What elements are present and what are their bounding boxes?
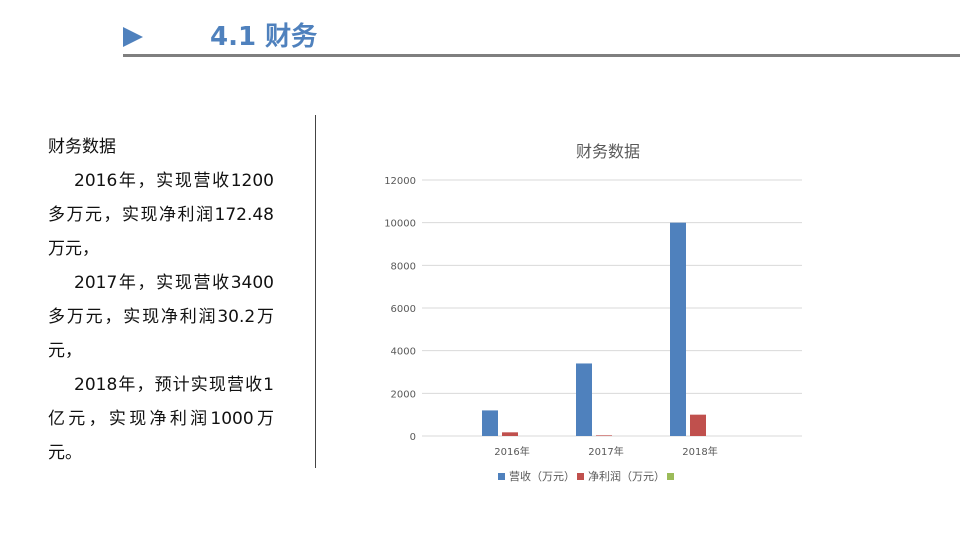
- bar: [596, 435, 612, 436]
- paragraph-2017: 2017年，实现营收3400多万元，实现净利润30.2万元，: [48, 273, 274, 361]
- slide-title: 4.1 财务: [210, 22, 318, 52]
- y-tick-label: 2000: [391, 389, 416, 400]
- vertical-divider: [315, 115, 316, 468]
- bar: [670, 222, 686, 436]
- legend-swatch: [577, 473, 584, 480]
- x-tick-label: 2017年: [588, 445, 623, 458]
- legend-swatch: [498, 473, 505, 480]
- legend-label: 净利润（万元）: [588, 469, 665, 483]
- content-heading: 财务数据: [48, 137, 116, 157]
- chart-svg: 财务数据 0 2000 4000 6000 8000 10000 12000 2016年 2017…: [384, 142, 802, 483]
- bar: [502, 432, 518, 436]
- bar: [576, 363, 592, 436]
- y-tick-label: 0: [410, 432, 416, 443]
- x-tick-label: 2016年: [494, 445, 529, 458]
- text-content: 财务数据 2016年，实现营收1200多万元，实现净利润172.48万元， 20…: [48, 130, 274, 470]
- y-tick-label: 6000: [391, 304, 416, 315]
- financial-chart: 财务数据 0 2000 4000 6000 8000 10000 12000 2016年 2017…: [380, 130, 820, 500]
- x-tick-label: 2018年: [682, 445, 717, 458]
- paragraph-2018: 2018年，预计实现营收1亿元，实现净利润1000万元。: [48, 375, 274, 463]
- y-tick-label: 8000: [391, 261, 416, 272]
- bar: [690, 414, 706, 436]
- y-tick-label: 4000: [391, 347, 416, 358]
- bar: [482, 410, 498, 436]
- chart-title: 财务数据: [576, 142, 640, 161]
- legend-swatch: [667, 473, 674, 480]
- title-divider: [123, 54, 960, 57]
- paragraph-2016: 2016年，实现营收1200多万元，实现净利润172.48万元，: [48, 171, 274, 259]
- y-tick-label: 10000: [384, 219, 416, 230]
- legend-label: 营收（万元）: [509, 469, 575, 483]
- title-arrow-icon: [123, 27, 143, 47]
- y-tick-label: 12000: [384, 176, 416, 187]
